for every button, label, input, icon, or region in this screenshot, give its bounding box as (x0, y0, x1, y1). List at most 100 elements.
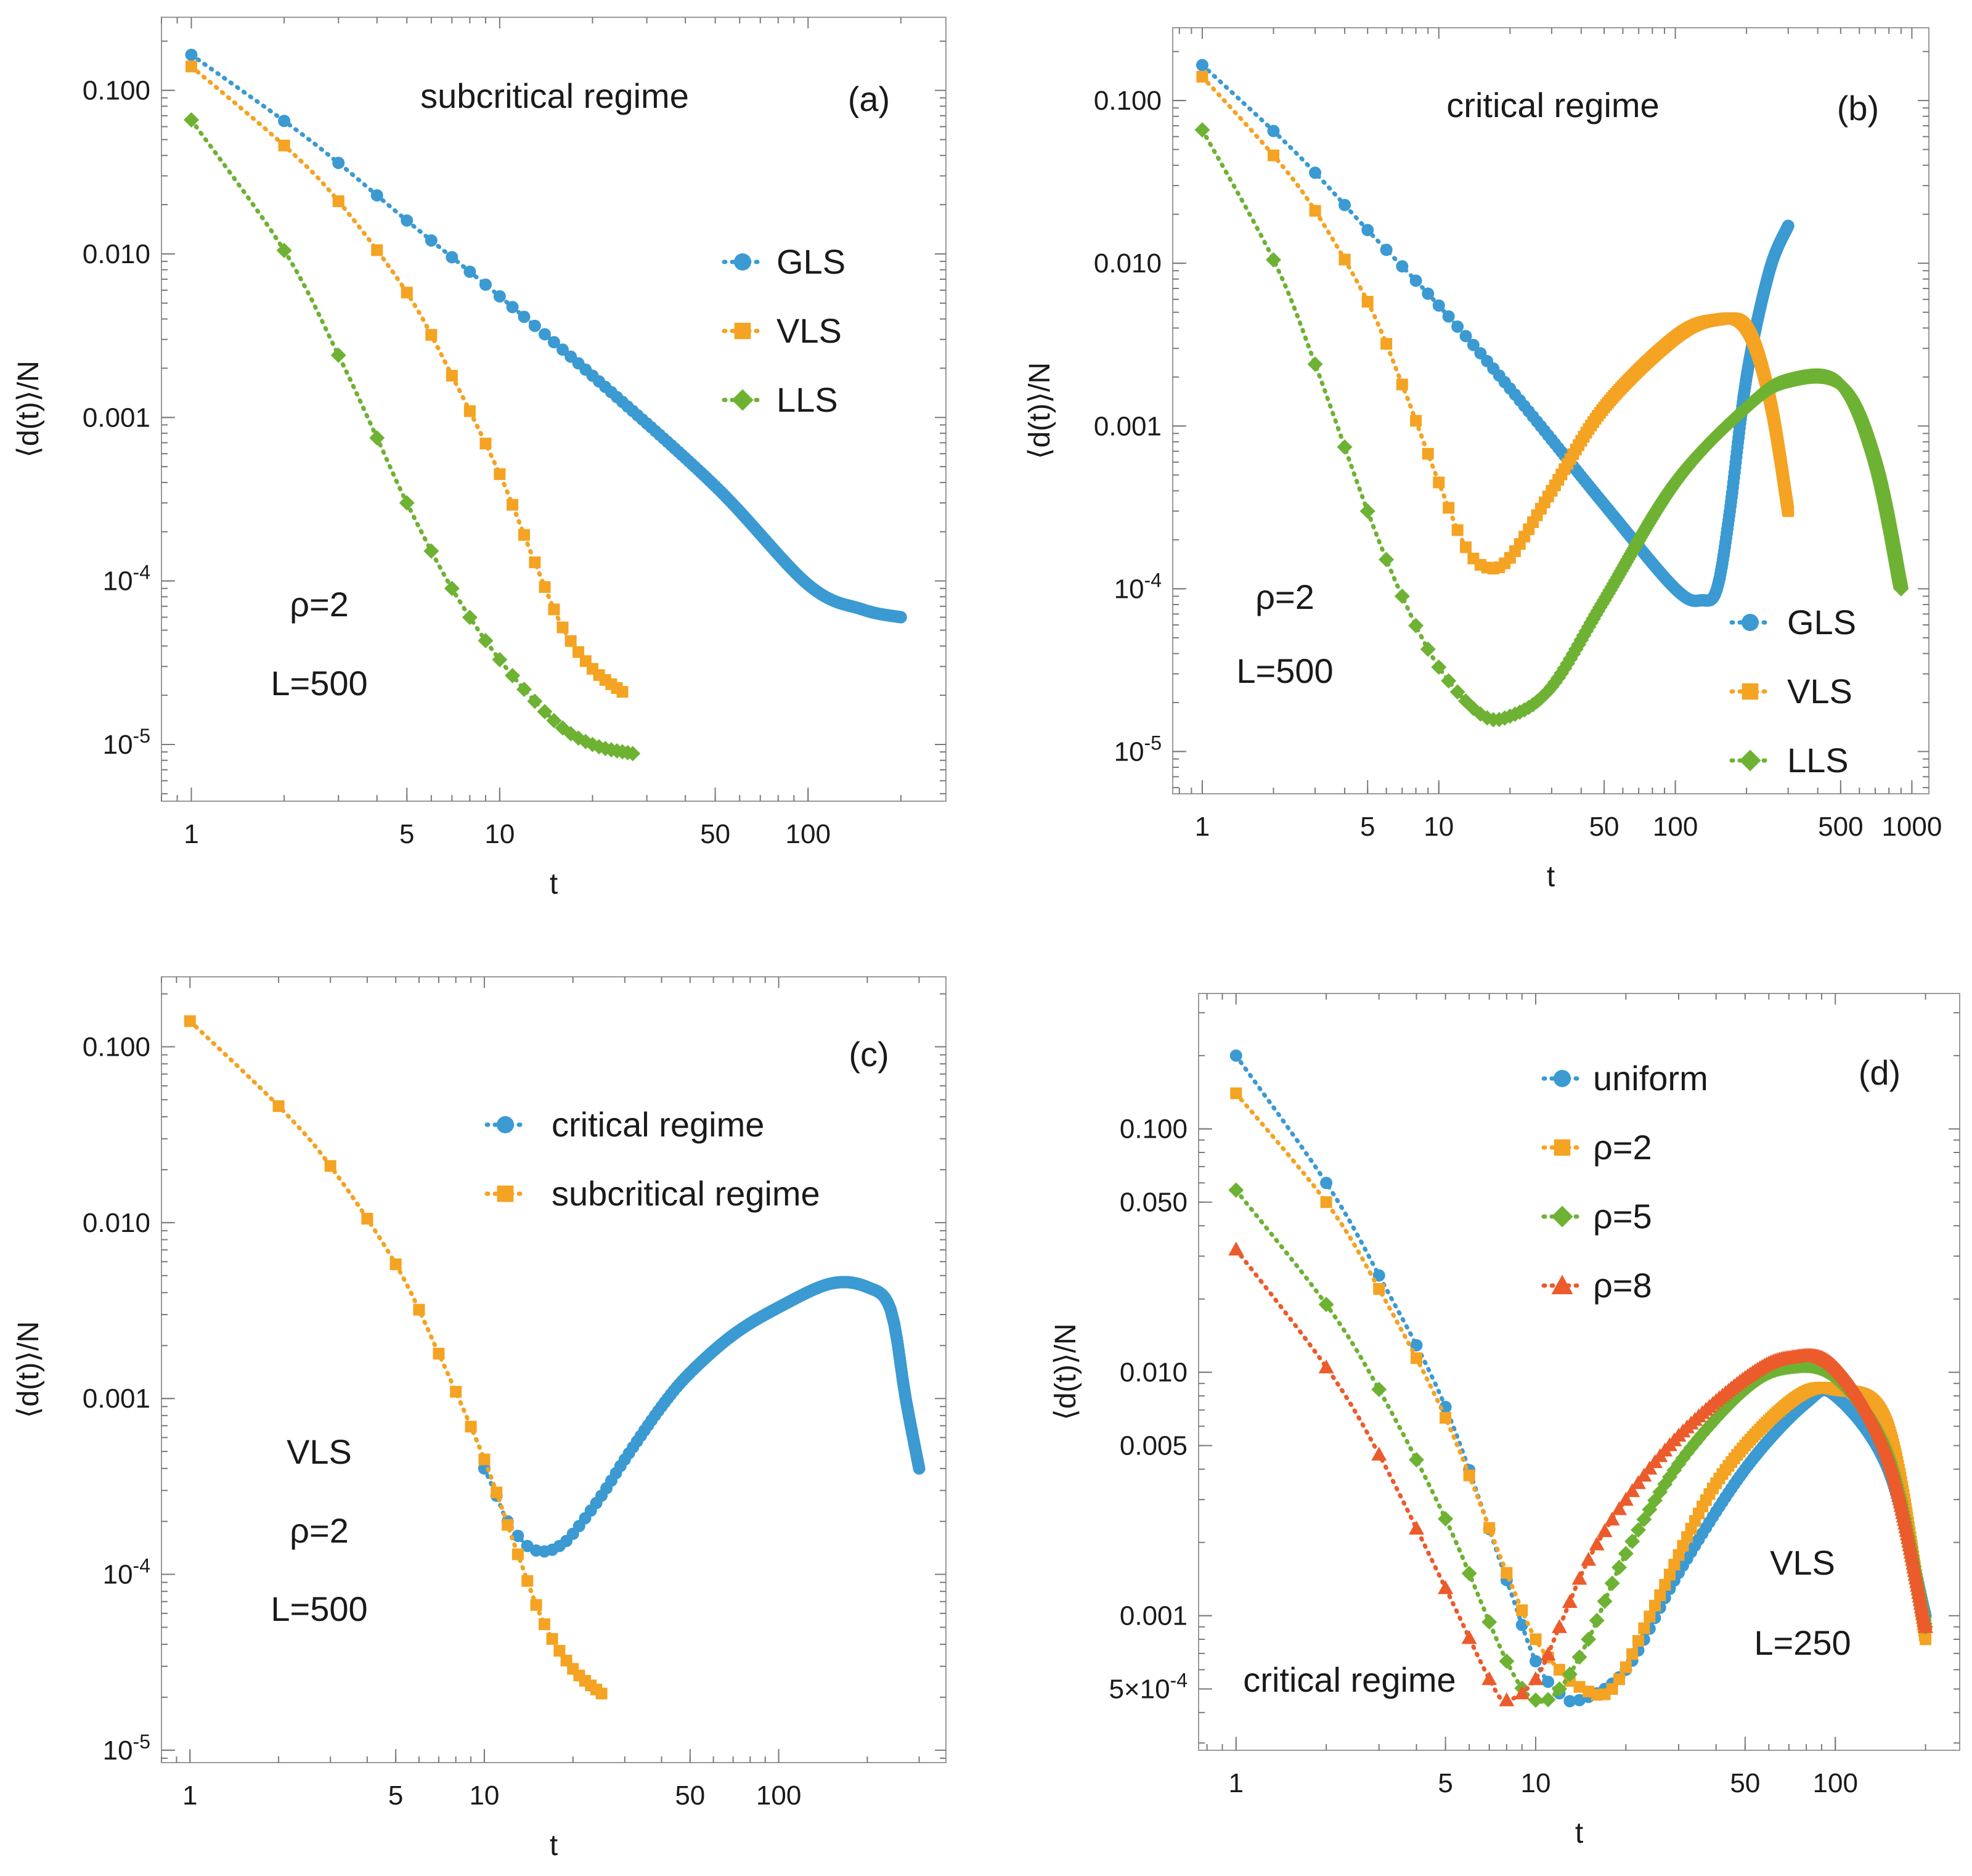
legend-label: critical regime (552, 1105, 764, 1144)
annotation-vls: VLS (287, 1432, 352, 1471)
data-point (507, 499, 519, 511)
legend-label: VLS (776, 311, 842, 350)
data-point (1581, 1631, 1597, 1647)
panel-c: 1 5 10 50 100 0.100 0.010 0.001 10-4 10-5 t ⟨d(t)⟩/… (12, 976, 947, 1862)
x-tick-label: 100 (756, 1780, 801, 1811)
data-point (1318, 1297, 1334, 1313)
data-point (1228, 1182, 1244, 1198)
panel-label: (b) (1837, 89, 1879, 128)
x-tick-label: 1000 (1881, 812, 1942, 842)
data-point (511, 1548, 524, 1560)
legend-marker (734, 322, 751, 340)
data-point (1309, 166, 1322, 179)
legend-label: ρ=8 (1593, 1266, 1652, 1305)
series-vls (185, 60, 629, 698)
data-point (1654, 1589, 1666, 1601)
data-point (1540, 1692, 1556, 1708)
y-tick-label: 0.001 (1094, 411, 1162, 441)
data-point (1530, 1633, 1542, 1646)
series-critical-regime (478, 1276, 926, 1558)
series-line-vls (189, 64, 625, 694)
data-point (1449, 684, 1465, 700)
annotation-l-500: L=500 (271, 1589, 367, 1628)
data-point (506, 301, 519, 314)
legend-label: ρ=5 (1593, 1197, 1652, 1236)
data-point (401, 214, 414, 227)
data-point (413, 1303, 425, 1316)
data-point (502, 1519, 514, 1531)
data-point (1307, 356, 1323, 372)
data-point (1359, 503, 1375, 519)
data-point (1431, 659, 1447, 675)
data-point (370, 189, 383, 202)
data-point (1380, 338, 1393, 350)
legend-marker (1551, 1274, 1573, 1294)
data-point (1371, 1446, 1387, 1461)
data-point (1410, 415, 1422, 427)
data-point (556, 621, 569, 634)
x-axis-label: t (550, 868, 558, 900)
data-point (1396, 378, 1408, 391)
data-point (1589, 1536, 1605, 1551)
data-point (330, 347, 346, 363)
legend-marker (1554, 1070, 1571, 1087)
data-point (425, 328, 438, 341)
data-point (450, 1385, 462, 1398)
data-point (1551, 1681, 1567, 1697)
data-point (1515, 1618, 1528, 1631)
data-point (1373, 1283, 1385, 1295)
legend-b: GLS VLS LLS (1729, 603, 1856, 780)
data-point (1618, 1546, 1634, 1562)
data-point (1597, 1593, 1613, 1609)
series-line-critical-regime (482, 1279, 921, 1554)
data-point (1379, 552, 1395, 568)
legend-label: LLS (776, 380, 838, 419)
series-line-uniform (1234, 1053, 1928, 1704)
y-tick-label: 0.005 (1120, 1431, 1188, 1461)
data-point (1516, 1604, 1528, 1617)
x-tick-label: 1 (1195, 812, 1210, 842)
data-point (1396, 260, 1409, 273)
legend-entry-lls: LLS (1729, 741, 1849, 780)
data-point (528, 319, 541, 332)
x-tick-label: 5 (399, 819, 414, 849)
y-axis-label: ⟨d(t)⟩/N (1049, 1323, 1082, 1420)
panel-b: 1 5 10 50 100 500 1000 0.100 0.010 0.001 10-4 10-5 t… (1024, 27, 1942, 893)
y-tick-label: 0.050 (1120, 1188, 1188, 1218)
series-rho-2 (1230, 1087, 1932, 1701)
legend-entry-rho-8: ρ=8 (1541, 1266, 1652, 1305)
data-point (185, 48, 198, 61)
panel-a: 1 5 10 50 100 0.100 0.010 0.001 10-4 10-5 t ⟨d(t)⟩/… (12, 17, 947, 900)
data-point (1551, 1619, 1567, 1633)
data-point (1420, 641, 1436, 657)
data-point (1618, 1491, 1634, 1506)
data-point (538, 1618, 550, 1631)
data-point (518, 529, 530, 541)
data-point (332, 157, 345, 169)
y-tick-label: 0.010 (1094, 248, 1162, 279)
data-point (1372, 1269, 1385, 1282)
data-point (1613, 1673, 1626, 1686)
data-point (1638, 1622, 1650, 1634)
legend-entry-gls: GLS (1729, 603, 1856, 642)
data-point (546, 1633, 558, 1645)
data-point (1659, 1579, 1671, 1591)
x-tick-label: 100 (1813, 1768, 1858, 1798)
data-point (1563, 1695, 1576, 1708)
data-point (1620, 1661, 1632, 1673)
data-point (1562, 1666, 1578, 1682)
data-point (1626, 1648, 1639, 1660)
y-tick-label: 0.010 (1120, 1358, 1188, 1388)
data-point (1196, 70, 1208, 83)
minor-ticks-a (161, 17, 946, 801)
series-line-gls (1200, 63, 1791, 603)
legend-marker (1742, 683, 1759, 700)
data-point (276, 242, 292, 258)
panel-label: (d) (1859, 1053, 1901, 1092)
data-point (272, 1100, 285, 1112)
data-point (1320, 1196, 1332, 1209)
x-axis-label: t (1575, 1817, 1583, 1849)
data-point (1460, 541, 1472, 553)
y-tick-label: 10-5 (103, 725, 150, 760)
legend-marker (497, 1116, 514, 1133)
